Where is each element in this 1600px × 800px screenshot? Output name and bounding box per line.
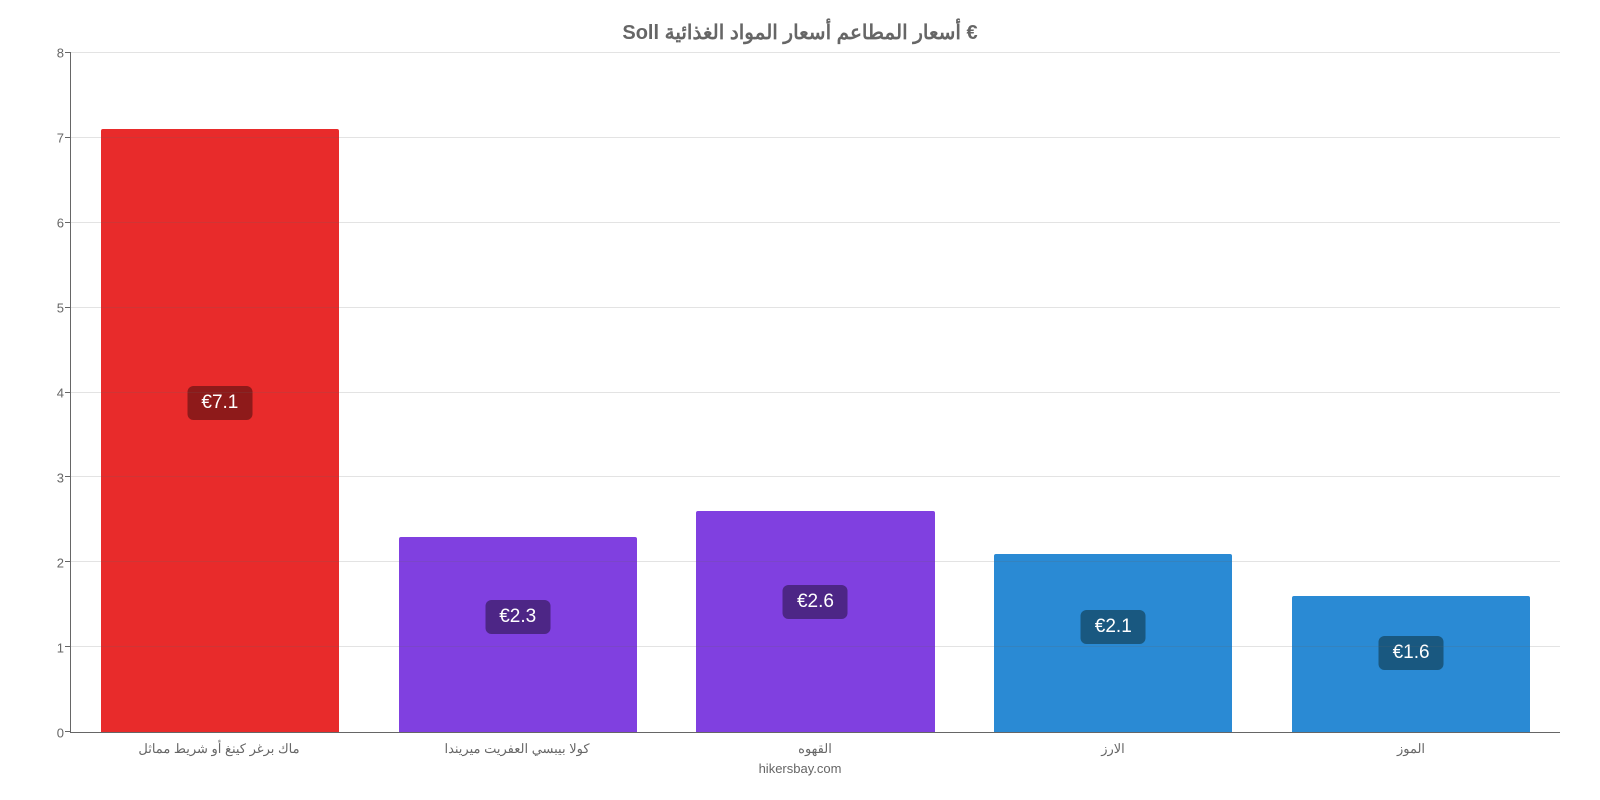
x-axis-label: الموز xyxy=(1262,733,1560,757)
y-tick-mark xyxy=(65,561,71,562)
bar-slot: €2.1 xyxy=(964,53,1262,732)
y-tick-mark xyxy=(65,307,71,308)
value-badge: €2.3 xyxy=(485,600,550,634)
grid-line xyxy=(71,392,1560,393)
bar-slot: €2.6 xyxy=(667,53,965,732)
y-tick-label: 0 xyxy=(57,726,64,741)
y-tick-label: 5 xyxy=(57,301,64,316)
value-badge: €2.6 xyxy=(783,585,848,619)
y-tick-mark xyxy=(65,731,71,732)
y-axis: 012345678 xyxy=(40,53,70,733)
bar-slot: €1.6 xyxy=(1262,53,1560,732)
y-tick-label: 1 xyxy=(57,641,64,656)
y-tick-label: 4 xyxy=(57,386,64,401)
y-tick-mark xyxy=(65,392,71,393)
bar-slot: €7.1 xyxy=(71,53,369,732)
attribution-text: hikersbay.com xyxy=(40,761,1560,776)
y-tick-label: 2 xyxy=(57,556,64,571)
bar: €1.6 xyxy=(1292,596,1530,732)
y-tick-mark xyxy=(65,137,71,138)
x-axis-label: ماك برغر كينغ أو شريط مماثل xyxy=(70,733,368,757)
grid-line xyxy=(71,137,1560,138)
bar: €2.3 xyxy=(399,537,637,732)
grid-line xyxy=(71,52,1560,53)
grid-line xyxy=(71,561,1560,562)
grid-line xyxy=(71,646,1560,647)
y-tick-mark xyxy=(65,476,71,477)
value-badge: €2.1 xyxy=(1081,610,1146,644)
y-tick-label: 6 xyxy=(57,216,64,231)
bars-layer: €7.1 €2.3 €2.6 €2.1 €1.6 xyxy=(71,53,1560,732)
grid-line xyxy=(71,222,1560,223)
y-tick-mark xyxy=(65,646,71,647)
y-tick-mark xyxy=(65,52,71,53)
bar: €2.6 xyxy=(696,511,934,732)
x-axis: ماك برغر كينغ أو شريط مماثلكولا بيبسي ال… xyxy=(70,733,1560,757)
y-tick-label: 3 xyxy=(57,471,64,486)
x-axis-label: القهوه xyxy=(666,733,964,757)
chart-container: ‏Soll أسعار المطاعم أسعار المواد الغذائي… xyxy=(0,0,1600,800)
grid-line xyxy=(71,307,1560,308)
grid-line xyxy=(71,476,1560,477)
chart-body: 012345678 €7.1€2.3€2.6€2.1€1.6 xyxy=(40,53,1560,733)
chart-title: ‏Soll أسعار المطاعم أسعار المواد الغذائي… xyxy=(40,20,1560,45)
bar-slot: €2.3 xyxy=(369,53,667,732)
plot-area: €7.1 €2.3 €2.6 €2.1 €1.6 xyxy=(70,53,1560,733)
bar: €2.1 xyxy=(994,554,1232,732)
value-badge: €1.6 xyxy=(1379,636,1444,670)
x-axis-label: كولا بيبسي العفريت ميريندا xyxy=(368,733,666,757)
x-axis-label: الارز xyxy=(964,733,1262,757)
bar: €7.1 xyxy=(101,129,339,732)
y-tick-label: 7 xyxy=(57,131,64,146)
y-tick-mark xyxy=(65,222,71,223)
y-tick-label: 8 xyxy=(57,46,64,61)
